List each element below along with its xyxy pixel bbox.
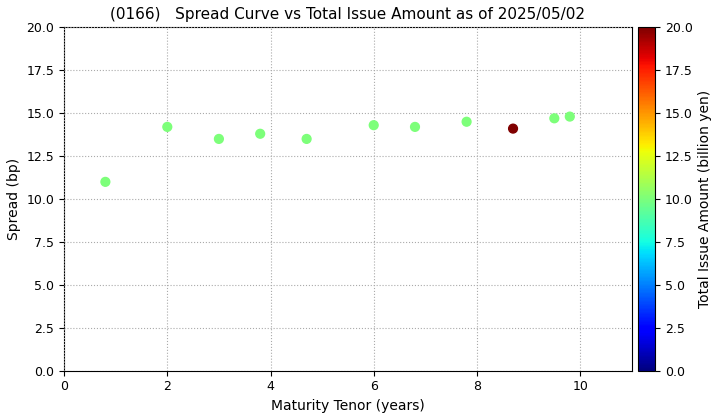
Point <box>508 125 519 132</box>
Point <box>549 115 560 122</box>
Point <box>213 136 225 142</box>
Point <box>254 130 266 137</box>
Point <box>301 136 312 142</box>
Y-axis label: Total Issue Amount (billion yen): Total Issue Amount (billion yen) <box>698 90 712 308</box>
Point <box>368 122 379 129</box>
Point <box>99 178 111 185</box>
Y-axis label: Spread (bp): Spread (bp) <box>7 158 21 240</box>
Point <box>161 123 173 130</box>
Title: (0166)   Spread Curve vs Total Issue Amount as of 2025/05/02: (0166) Spread Curve vs Total Issue Amoun… <box>110 7 585 22</box>
Point <box>409 123 420 130</box>
Point <box>564 113 575 120</box>
Point <box>461 118 472 125</box>
X-axis label: Maturity Tenor (years): Maturity Tenor (years) <box>271 399 425 413</box>
